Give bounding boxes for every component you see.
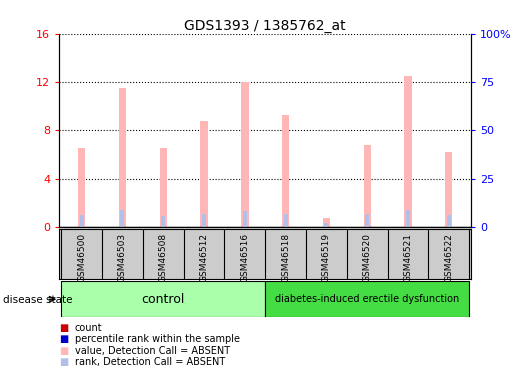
Bar — [404, 76, 411, 227]
Text: percentile rank within the sample: percentile rank within the sample — [75, 334, 239, 344]
Bar — [200, 121, 208, 227]
Text: ■: ■ — [59, 334, 68, 344]
Text: ■: ■ — [59, 346, 68, 355]
Text: GSM46518: GSM46518 — [281, 233, 290, 282]
Bar — [80, 215, 84, 227]
Bar — [265, 281, 469, 317]
Text: GSM46520: GSM46520 — [363, 233, 372, 282]
Bar — [364, 145, 371, 227]
Bar — [202, 214, 206, 227]
Text: GSM46508: GSM46508 — [159, 233, 168, 282]
Bar — [282, 115, 289, 227]
Bar — [121, 210, 125, 227]
Bar — [445, 152, 453, 227]
Text: disease state: disease state — [3, 295, 72, 305]
Text: control: control — [142, 292, 185, 306]
Text: value, Detection Call = ABSENT: value, Detection Call = ABSENT — [75, 346, 230, 355]
Text: GSM46521: GSM46521 — [403, 233, 413, 282]
Text: GSM46516: GSM46516 — [241, 233, 249, 282]
Text: GSM46519: GSM46519 — [322, 233, 331, 282]
Bar — [61, 281, 265, 317]
Text: GSM46522: GSM46522 — [444, 233, 453, 282]
Bar — [406, 210, 410, 227]
Bar — [119, 88, 126, 227]
Bar — [284, 214, 288, 227]
Bar — [324, 223, 329, 227]
Bar — [160, 148, 167, 227]
Bar — [365, 214, 369, 227]
Text: ■: ■ — [59, 357, 68, 367]
Bar — [161, 216, 165, 227]
Text: diabetes-induced erectile dysfunction: diabetes-induced erectile dysfunction — [275, 294, 459, 304]
Text: GSM46512: GSM46512 — [199, 233, 209, 282]
Text: rank, Detection Call = ABSENT: rank, Detection Call = ABSENT — [75, 357, 225, 367]
Bar — [78, 148, 85, 227]
Bar — [243, 211, 247, 227]
Text: GSM46500: GSM46500 — [77, 233, 86, 282]
Text: count: count — [75, 323, 102, 333]
Bar — [447, 215, 451, 227]
Bar — [323, 218, 330, 227]
Bar — [241, 82, 249, 227]
Text: GSM46503: GSM46503 — [118, 233, 127, 282]
Text: ■: ■ — [59, 323, 68, 333]
Title: GDS1393 / 1385762_at: GDS1393 / 1385762_at — [184, 19, 346, 33]
